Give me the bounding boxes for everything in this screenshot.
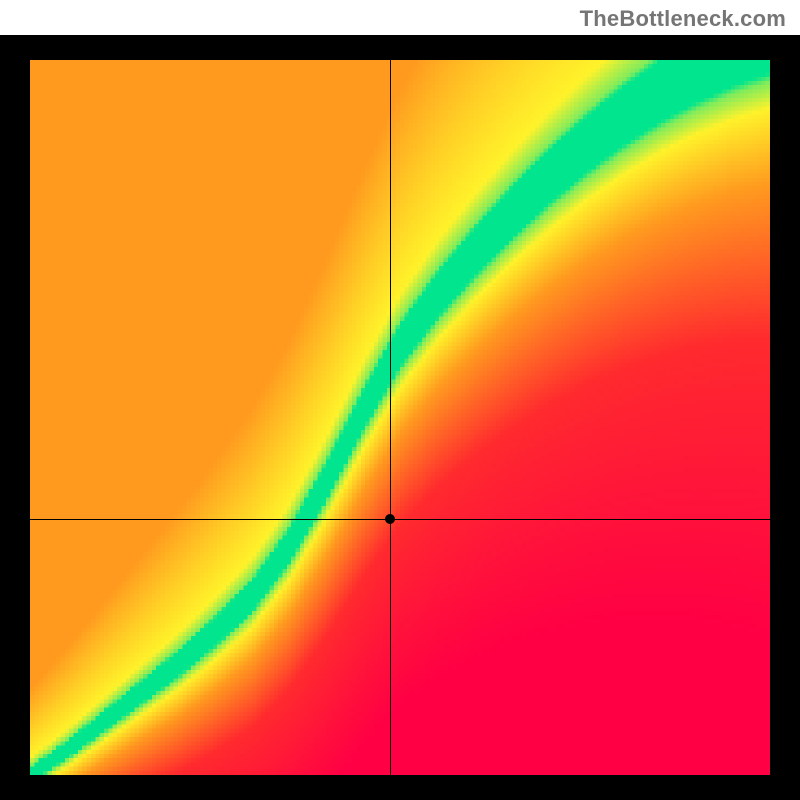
viewport: TheBottleneck.com (0, 0, 800, 800)
crosshair-horizontal-line (30, 519, 770, 520)
heatmap-canvas (30, 60, 770, 775)
watermark-text: TheBottleneck.com (580, 6, 786, 32)
heatmap-plot (30, 60, 770, 775)
chart-frame (0, 35, 800, 800)
crosshair-vertical-line (390, 60, 391, 775)
